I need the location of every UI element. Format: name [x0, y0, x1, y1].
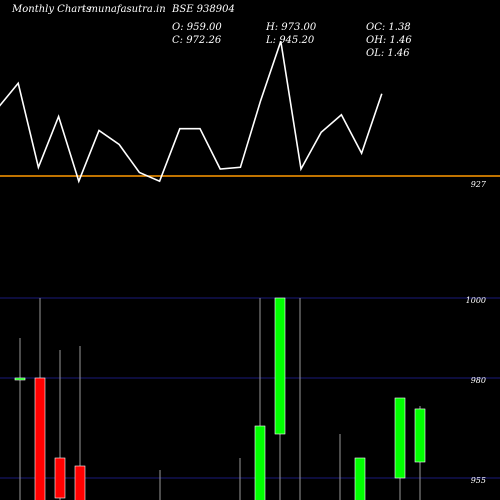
symbol-label: BSE 938904 [172, 4, 235, 15]
oc-value: OC: 1.38 [366, 22, 411, 33]
y-tick-label: 955 [470, 476, 486, 485]
source-label: - munafasutra.in [82, 4, 166, 15]
candle-body [254, 425, 266, 500]
low-value: L: 945.20 [266, 35, 315, 46]
close-value: C: 972.26 [172, 35, 222, 46]
candle-body [414, 408, 426, 463]
ol-value: OL: 1.46 [366, 48, 410, 59]
open-value: O: 959.00 [172, 22, 222, 33]
y-tick-label: 1000 [465, 296, 486, 305]
y-tick-label: 980 [470, 376, 486, 385]
candle-body [274, 297, 286, 435]
period-label: Monthly Charts [12, 4, 92, 15]
candle-body [74, 465, 86, 500]
high-value: H: 973.00 [266, 22, 317, 33]
candle-body [14, 377, 26, 381]
price-line [0, 40, 383, 184]
oh-value: OH: 1.46 [366, 35, 412, 46]
line-chart [0, 40, 500, 184]
reference-label: 927 [470, 180, 486, 189]
candle-body [54, 457, 66, 499]
candle-body [34, 377, 46, 500]
candle-body [354, 457, 366, 500]
candle-body [394, 397, 406, 479]
